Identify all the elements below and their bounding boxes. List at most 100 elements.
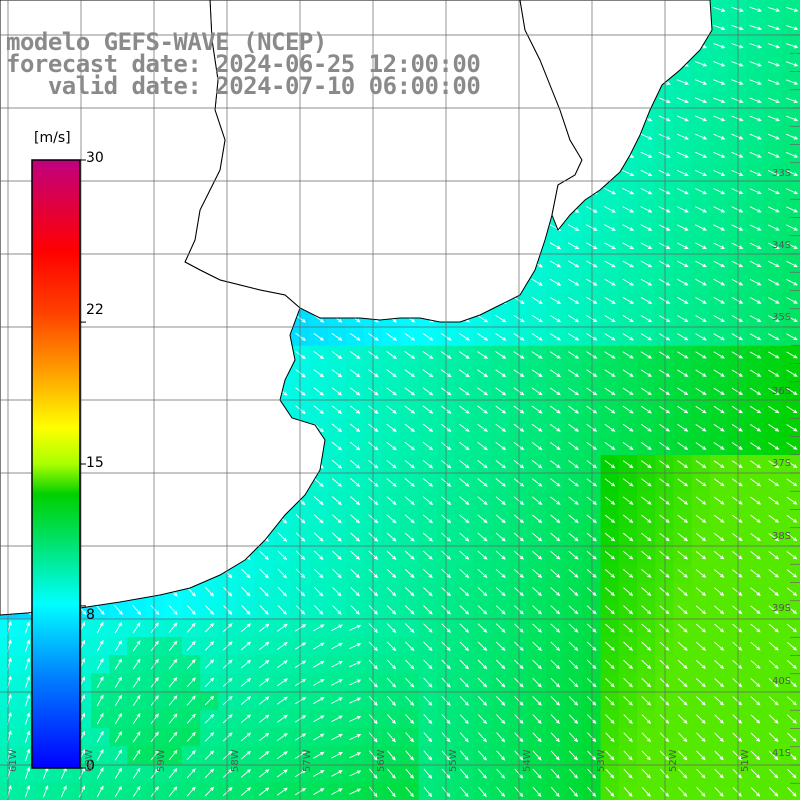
wind-arrow xyxy=(495,387,507,396)
wind-arrow xyxy=(550,623,561,633)
wind-arrow xyxy=(568,405,580,414)
wind-arrow xyxy=(276,660,288,669)
wind-arrow xyxy=(714,678,725,688)
wind-arrow xyxy=(495,405,507,414)
wind-arrow xyxy=(313,586,324,597)
wind-arrow xyxy=(677,641,688,651)
wind-arrow xyxy=(750,768,761,779)
wind-arrow xyxy=(404,550,415,560)
wind-arrow xyxy=(495,369,507,378)
wind-arrow xyxy=(332,605,342,615)
wind-arrow xyxy=(713,532,725,542)
wind-arrow xyxy=(96,730,104,743)
wind-cell xyxy=(782,618,800,638)
wind-cell xyxy=(782,455,800,474)
wind-arrow xyxy=(550,478,561,487)
wind-arrow xyxy=(42,785,49,798)
wind-arrow xyxy=(422,423,434,433)
wind-arrow xyxy=(186,622,196,633)
wind-arrow xyxy=(677,278,689,286)
wind-arrow xyxy=(731,79,744,85)
wind-arrow xyxy=(767,188,780,195)
wind-arrow xyxy=(132,640,141,652)
wind-arrow xyxy=(604,532,616,542)
wind-arrow xyxy=(750,551,761,560)
wind-arrow xyxy=(423,750,433,761)
wind-cell xyxy=(782,382,800,401)
wind-arrow xyxy=(714,786,724,797)
wind-arrow xyxy=(786,260,799,268)
wind-arrow xyxy=(132,785,141,797)
wind-arrow xyxy=(732,732,743,743)
wind-arrow xyxy=(532,550,543,560)
wind-arrow xyxy=(276,787,288,796)
wind-arrow xyxy=(659,678,670,688)
wind-cell xyxy=(564,782,583,800)
wind-arrow xyxy=(713,460,725,469)
wind-arrow xyxy=(713,405,725,414)
wind-arrow xyxy=(768,351,780,359)
wind-arrow xyxy=(495,550,506,560)
wind-arrow xyxy=(531,496,543,505)
wind-arrow xyxy=(567,333,580,341)
wind-arrow xyxy=(495,568,506,579)
wind-arrow xyxy=(604,442,616,451)
wind-arrow xyxy=(641,768,651,779)
wind-arrow xyxy=(550,768,560,779)
wind-arrow xyxy=(714,587,725,596)
wind-arrow xyxy=(713,97,726,104)
wind-arrow xyxy=(168,604,178,615)
wind-arrow xyxy=(349,423,361,433)
wind-arrow xyxy=(405,750,415,761)
wind-arrow xyxy=(677,550,689,560)
wind-arrow xyxy=(240,750,252,760)
wind-arrow xyxy=(495,623,506,633)
wind-arrow xyxy=(714,750,724,761)
wind-arrow xyxy=(532,677,542,688)
wind-arrow xyxy=(695,460,707,469)
wind-arrow xyxy=(696,786,706,797)
wind-arrow xyxy=(313,405,325,414)
wind-arrow xyxy=(313,568,324,579)
wind-arrow xyxy=(24,621,31,634)
wind-arrow xyxy=(785,115,799,122)
wind-arrow xyxy=(331,514,342,524)
wind-arrow xyxy=(750,659,761,670)
wind-arrow xyxy=(568,496,579,505)
wind-arrow xyxy=(676,151,689,158)
wind-arrow xyxy=(223,586,233,597)
wind-arrow xyxy=(114,621,122,634)
wind-arrow xyxy=(331,679,343,686)
wind-arrow xyxy=(532,641,542,652)
wind-arrow xyxy=(731,224,744,231)
wind-arrow xyxy=(532,696,542,706)
wind-arrow xyxy=(695,551,707,560)
wind-arrow xyxy=(24,730,31,743)
wind-arrow xyxy=(605,677,615,688)
wind-arrow xyxy=(459,423,470,432)
wind-arrow xyxy=(496,714,506,725)
wind-arrow xyxy=(695,514,707,523)
wind-arrow xyxy=(604,278,616,286)
wind-cell xyxy=(782,436,800,456)
wind-arrow xyxy=(349,788,362,795)
wind-arrow xyxy=(459,405,470,414)
wind-arrow xyxy=(785,61,799,67)
wind-arrow xyxy=(659,496,670,505)
wind-arrow xyxy=(204,659,215,669)
wind-arrow xyxy=(714,696,725,706)
wind-arrow xyxy=(695,151,708,158)
wind-arrow xyxy=(331,661,343,668)
lat-label-38s: 38S xyxy=(772,531,792,542)
wind-arrow xyxy=(186,786,196,797)
wind-arrow xyxy=(786,224,799,231)
wind-arrow xyxy=(695,478,707,487)
wind-arrow xyxy=(622,369,634,377)
wind-arrow xyxy=(550,568,561,579)
wind-cell xyxy=(782,473,800,492)
wind-arrow xyxy=(204,677,215,688)
wind-arrow xyxy=(659,696,670,706)
wind-arrow xyxy=(677,296,689,304)
wind-arrow xyxy=(750,714,761,724)
wind-arrow xyxy=(622,315,634,323)
